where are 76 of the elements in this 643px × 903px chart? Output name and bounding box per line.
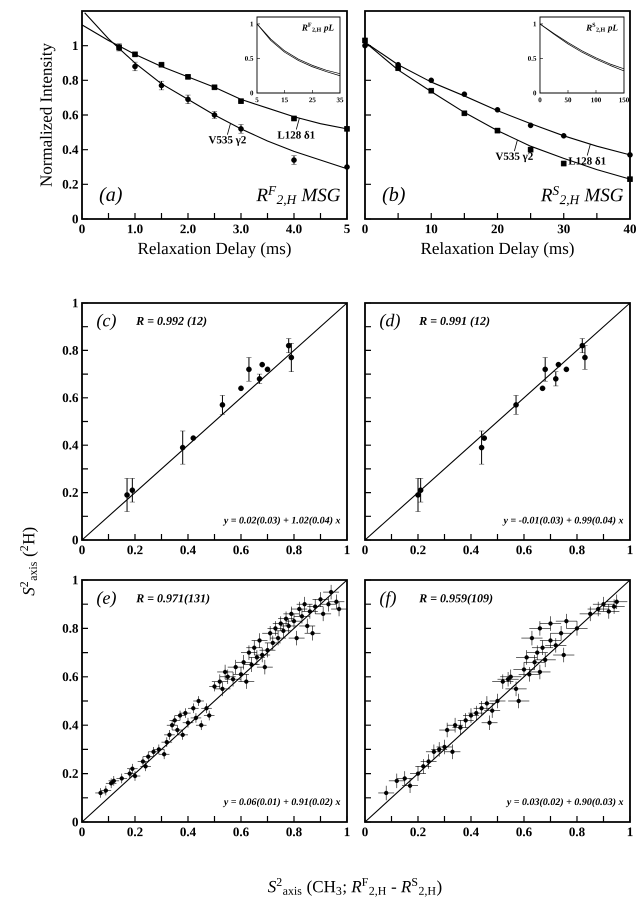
x-tick-label: 0: [362, 224, 368, 234]
y-tick-label: 0: [72, 818, 78, 826]
x-tick-label: 0: [79, 546, 85, 554]
x-tick-label: 0.8: [569, 546, 585, 554]
annotation: (d): [380, 314, 400, 330]
text: R$^{F}$$_{2,H}$ pL: [302, 22, 334, 32]
text: R$^{S}$$_{2,H}$ pL: [586, 22, 618, 33]
y-tick-label: 0.8: [62, 346, 78, 355]
y-tick-label: 0: [72, 214, 78, 224]
y-tick-label: 0.6: [62, 672, 78, 682]
x-tick-label: 30: [558, 224, 570, 234]
y-tick-label: 0.8: [62, 624, 78, 633]
annotation: R = 0.992 (12): [136, 316, 206, 328]
annotation: (f): [380, 591, 396, 608]
annotation: R$^{S}$$_{2,H}$ MSG: [540, 186, 624, 206]
annotation: (b): [382, 187, 405, 206]
x-axis-title: Relaxation Delay (ms): [421, 242, 574, 258]
y-tick-label: 1: [73, 576, 78, 584]
y-axis-title: S$^{2}$$_{axis}$ ($^{2}$H): [20, 528, 38, 596]
y-tick-label: 0: [72, 536, 78, 544]
x-axis-title: Relaxation Delay (ms): [138, 242, 291, 258]
y-tick-label: 0.4: [62, 720, 78, 730]
x-tick-label: 5: [344, 224, 350, 234]
annotation: y = -0.01(0.03) + 0.99(0.04) x: [502, 516, 624, 526]
annotation: y = 0.03(0.02) + 0.90(0.03) x: [506, 798, 624, 808]
x-tick-label: 1: [344, 546, 350, 554]
x-tick-label: 0: [79, 224, 85, 234]
annotation: L128 δ1: [278, 130, 315, 139]
annotation: y = 0.06(0.01) + 0.91(0.02) x: [222, 798, 340, 808]
x-tick-label: 0.2: [410, 546, 426, 554]
x-tick-label: 0.2: [127, 828, 143, 836]
x-tick-label: 0.4: [180, 828, 196, 836]
annotation: V535 γ2: [496, 152, 533, 162]
annotation: L128 δ1: [568, 156, 606, 165]
annotation: (a): [100, 187, 122, 206]
x-tick-label: 10: [426, 224, 438, 234]
y-tick-label: 0.8: [62, 76, 78, 85]
x-tick-label: 2.0: [180, 224, 196, 234]
y-tick-label: 0.4: [62, 145, 78, 154]
x-tick-label: 0.8: [569, 828, 585, 836]
x-tick-label: 0.4: [463, 546, 479, 554]
x-tick-label: 1.0: [128, 224, 143, 234]
annotation: R = 0.971(131): [136, 594, 210, 605]
y-tick-label: 1: [73, 298, 78, 308]
x-tick-label: 0.8: [286, 828, 302, 836]
annotation: y = 0.02(0.03) + 1.02(0.04) x: [222, 516, 340, 526]
y-tick-label: 0.2: [62, 769, 78, 778]
y-axis-title: Normalized Intensity: [40, 43, 56, 187]
x-tick-label: 0: [79, 828, 85, 836]
annotation: V535 γ2: [208, 136, 246, 146]
x-tick-label: 0.4: [463, 828, 479, 836]
y-tick-label: 0.2: [62, 180, 78, 189]
y-tick-label: 1: [73, 41, 78, 50]
text: S$^{2}$$_{axis}$ (CH$_{3}$; R$^{F}$$_{2,H}$ - R$^{S}$$_{2,H}$): [268, 878, 442, 897]
y-tick-label: 0.2: [62, 488, 78, 498]
annotation: R = 0.959(109): [419, 594, 492, 605]
x-tick-label: 1: [628, 546, 633, 554]
annotation: (e): [97, 591, 116, 608]
x-tick-label: 0: [362, 828, 368, 836]
x-tick-label: 0.4: [180, 546, 196, 554]
x-tick-label: 4.0: [286, 224, 302, 234]
x-tick-label: 0.8: [286, 546, 302, 554]
x-tick-label: 40: [624, 224, 636, 234]
x-tick-label: 1: [628, 828, 633, 836]
y-tick-label: 0.6: [62, 110, 78, 120]
x-tick-label: 20: [492, 224, 504, 234]
annotation: (c): [97, 314, 116, 330]
x-tick-label: 1: [344, 828, 350, 836]
y-tick-label: 0.4: [62, 440, 78, 450]
annotation: R = 0.991 (12): [419, 316, 490, 328]
x-tick-label: 3.0: [233, 224, 249, 234]
y-tick-label: 0.6: [62, 393, 78, 402]
x-tick-label: 0.2: [127, 546, 143, 554]
x-tick-label: 0: [362, 546, 368, 554]
x-tick-label: 0.2: [410, 828, 426, 836]
annotation: R$^{F}$$_{2,H}$ MSG: [256, 186, 340, 206]
